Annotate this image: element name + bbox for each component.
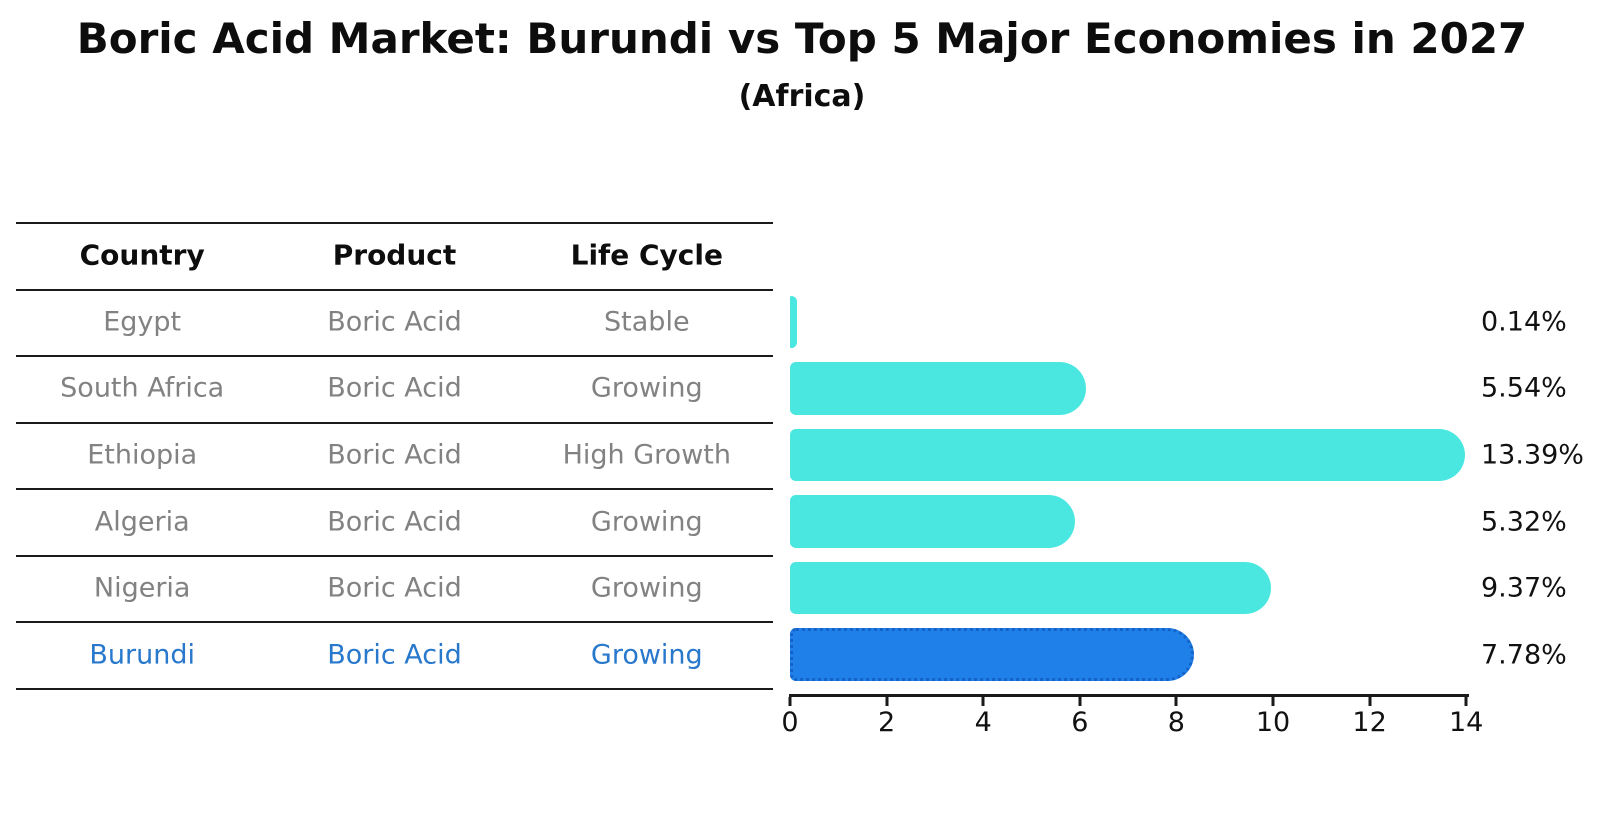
table-divider [16,688,773,690]
x-axis-tick [1271,697,1275,706]
x-axis-tick [1368,697,1372,706]
x-axis-tick-label: 8 [1167,707,1185,738]
x-axis-tick [981,697,985,706]
lifecycle-cell: Growing [590,639,703,671]
country-cell: Algeria [94,506,190,538]
x-axis-tick [1174,697,1178,706]
x-axis-tick-label: 10 [1255,707,1291,738]
x-axis-tick-label: 2 [878,707,896,738]
column-header: Product [332,238,457,272]
x-axis-tick-label: 6 [1071,707,1089,738]
bar-ethiopia [790,428,1465,482]
table-divider [16,421,773,424]
country-cell: Ethiopia [87,439,198,471]
x-axis-tick-label: 4 [974,707,992,738]
product-cell: Boric Acid [327,639,462,671]
value-label: 9.37% [1481,572,1567,604]
x-axis-tick [885,697,889,706]
x-axis-tick [1078,697,1082,706]
country-cell: Burundi [89,639,195,671]
table-divider [16,488,773,491]
lifecycle-cell: Stable [604,306,690,338]
table-divider [16,288,773,291]
x-axis-tick [1464,697,1468,706]
product-cell: Boric Acid [327,306,462,338]
bar-nigeria [790,561,1271,615]
chart-title: Boric Acid Market: Burundi vs Top 5 Majo… [76,14,1528,63]
value-label: 0.14% [1481,306,1567,338]
value-label: 7.78% [1481,639,1567,671]
value-label: 5.32% [1481,506,1567,537]
lifecycle-cell: Growing [590,572,703,604]
table-divider [16,621,773,624]
value-label: 5.54% [1481,372,1567,404]
x-axis-tick-label: 14 [1449,707,1484,738]
column-header: Life Cycle [570,238,723,272]
country-cell: South Africa [60,372,225,404]
lifecycle-cell: Growing [590,372,703,404]
bar-south-africa [790,362,1086,415]
table-divider [16,355,773,358]
country-cell: Egypt [103,306,182,338]
x-axis-tick-label: 0 [781,707,799,738]
lifecycle-cell: High Growth [562,439,731,471]
bar-burundi [790,628,1194,681]
x-axis-line [789,694,1470,697]
lifecycle-cell: Growing [590,506,703,538]
product-cell: Boric Acid [327,506,462,538]
table-divider [16,554,773,557]
product-cell: Boric Acid [327,439,462,471]
country-cell: Nigeria [93,572,191,604]
bar-algeria [790,495,1075,548]
x-axis-tick-label: 12 [1352,707,1387,738]
column-header: Country [79,238,205,272]
table-divider [16,222,773,224]
value-label: 13.39% [1481,439,1584,471]
product-cell: Boric Acid [327,572,462,604]
product-cell: Boric Acid [327,372,462,404]
bar-egypt [790,295,797,349]
chart-subtitle: (Africa) [738,79,866,114]
x-axis-tick [788,697,792,706]
